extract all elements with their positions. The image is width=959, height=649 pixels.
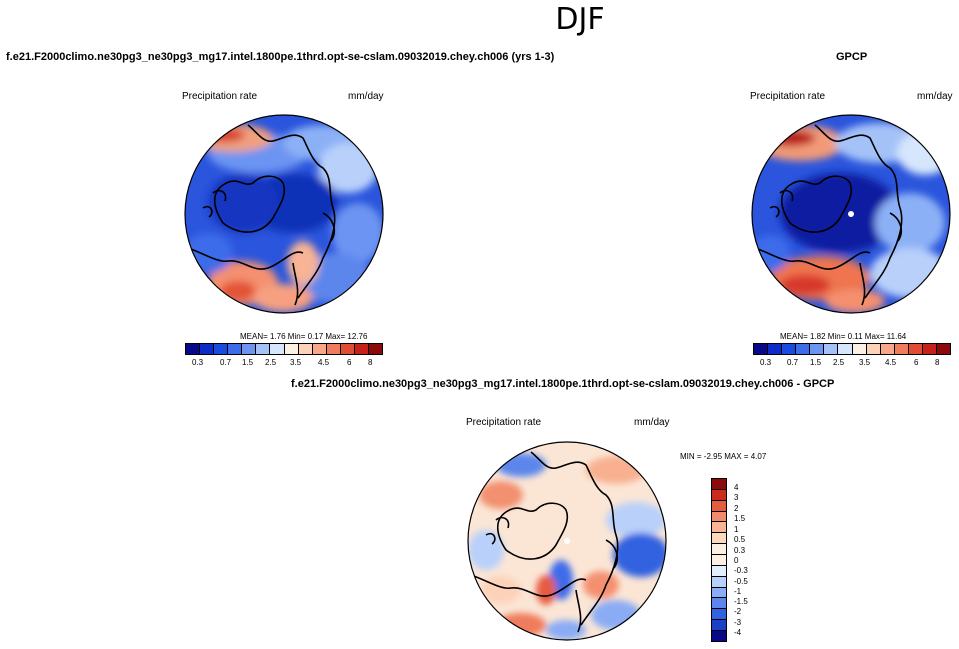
diff-variable-label: Precipitation rate: [466, 417, 542, 428]
colorbar-swatch: [880, 344, 895, 354]
coastlines: [187, 124, 336, 306]
colorbar-swatch: [838, 344, 853, 354]
diff-colorbar-tick-label: 0.5: [734, 535, 746, 544]
colorbar-swatch: [354, 344, 370, 354]
top-left-colorbar: [185, 343, 383, 355]
top-right-units-label: mm/day: [917, 91, 953, 102]
colorbar-tick-label: 3.5: [290, 358, 302, 367]
colorbar-swatch: [200, 344, 215, 354]
colorbar-tick-label: 0.3: [760, 358, 772, 367]
colorbar-tick-label: 3.5: [859, 358, 871, 367]
colorbar-swatch: [284, 344, 299, 354]
diff-case-title: f.e21.F2000climo.ne30pg3_ne30pg3_mg17.in…: [291, 378, 835, 390]
colorbar-tick-label: 0.3: [192, 358, 204, 367]
coastlines: [470, 451, 619, 633]
colorbar-swatch: [937, 344, 951, 354]
colorbar-tick-label: 0.7: [220, 358, 232, 367]
colorbar-swatch: [712, 565, 726, 577]
colorbar-swatch: [824, 344, 839, 354]
top-right-variable-label: Precipitation rate: [750, 91, 826, 102]
colorbar-tick-label: 0.7: [787, 358, 799, 367]
colorbar-swatch: [852, 344, 867, 354]
colorbar-swatch: [326, 344, 341, 354]
colorbar-swatch: [866, 344, 881, 354]
colorbar-swatch: [810, 344, 825, 354]
colorbar-swatch: [256, 344, 271, 354]
diff-polar-map: [467, 441, 667, 641]
colorbar-swatch: [712, 587, 726, 599]
colorbar-swatch: [712, 620, 726, 632]
diff-colorbar-tick-label: -3: [734, 618, 742, 627]
colorbar-swatch: [712, 576, 726, 588]
colorbar-tick-label: 4.5: [318, 358, 330, 367]
colorbar-tick-label: 8: [935, 358, 940, 367]
diff-stats: MIN = -2.95 MAX = 4.07: [680, 452, 767, 461]
colorbar-tick-label: 6: [347, 358, 352, 367]
colorbar-swatch: [768, 344, 783, 354]
colorbar-swatch: [712, 511, 726, 523]
colorbar-swatch: [228, 344, 243, 354]
diff-colorbar: [711, 478, 727, 642]
diff-units-label: mm/day: [634, 417, 670, 428]
top-left-units-label: mm/day: [348, 91, 384, 102]
colorbar-swatch: [712, 522, 726, 534]
diff-colorbar-tick-label: -0.5: [734, 577, 748, 586]
colorbar-swatch: [242, 344, 257, 354]
colorbar-swatch: [754, 344, 769, 354]
diff-colorbar-tick-label: 4: [734, 483, 739, 492]
pole-missing-data: [848, 211, 854, 217]
pole-missing-data: [564, 538, 570, 544]
top-right-case-title: GPCP: [836, 51, 868, 63]
colorbar-swatch: [712, 598, 726, 610]
colorbar-swatch: [340, 344, 355, 354]
diff-colorbar-tick-label: -1.5: [734, 597, 748, 606]
top-left-polar-map: [184, 114, 384, 314]
top-right-stats: MEAN= 1.82 Min= 0.11 Max= 11.64: [780, 332, 907, 341]
colorbar-tick-label: 2.5: [265, 358, 277, 367]
colorbar-swatch: [782, 344, 797, 354]
colorbar-swatch: [922, 344, 938, 354]
colorbar-swatch: [270, 344, 285, 354]
diff-colorbar-tick-label: 3: [734, 493, 739, 502]
top-left-variable-label: Precipitation rate: [182, 91, 258, 102]
diff-colorbar-tick-label: 0: [734, 556, 739, 565]
diff-colorbar-tick-label: -4: [734, 628, 742, 637]
colorbar-swatch: [712, 631, 726, 641]
colorbar-swatch: [712, 489, 726, 501]
diff-colorbar-tick-label: 1.5: [734, 514, 746, 523]
colorbar-swatch: [298, 344, 313, 354]
colorbar-swatch: [712, 555, 726, 566]
top-left-case-title: f.e21.F2000climo.ne30pg3_ne30pg3_mg17.in…: [6, 51, 555, 63]
diff-colorbar-tick-label: -2: [734, 607, 742, 616]
colorbar-swatch: [712, 500, 726, 512]
diff-colorbar-tick-label: -0.3: [734, 566, 748, 575]
colorbar-tick-label: 4.5: [885, 358, 897, 367]
diff-colorbar-tick-label: 2: [734, 504, 739, 513]
colorbar-swatch: [312, 344, 327, 354]
top-right-polar-map: [751, 114, 951, 314]
colorbar-swatch: [796, 344, 811, 354]
colorbar-swatch: [214, 344, 229, 354]
colorbar-tick-label: 1.5: [810, 358, 822, 367]
colorbar-swatch: [712, 533, 726, 545]
figure-title: DJF: [555, 2, 605, 37]
top-left-stats: MEAN= 1.76 Min= 0.17 Max= 12.76: [240, 332, 368, 341]
colorbar-swatch: [712, 479, 726, 490]
diff-colorbar-tick-label: -1: [734, 587, 742, 596]
top-right-colorbar: [753, 343, 951, 355]
colorbar-swatch: [894, 344, 909, 354]
colorbar-tick-label: 2.5: [833, 358, 845, 367]
colorbar-swatch: [369, 344, 383, 354]
colorbar-swatch: [712, 609, 726, 621]
coastlines: [754, 124, 903, 306]
colorbar-swatch: [712, 544, 726, 556]
colorbar-swatch: [186, 344, 201, 354]
diff-colorbar-tick-label: 0.3: [734, 546, 746, 555]
colorbar-tick-label: 6: [914, 358, 919, 367]
diff-colorbar-tick-label: 1: [734, 525, 739, 534]
colorbar-swatch: [908, 344, 923, 354]
colorbar-tick-label: 1.5: [242, 358, 254, 367]
colorbar-tick-label: 8: [368, 358, 373, 367]
